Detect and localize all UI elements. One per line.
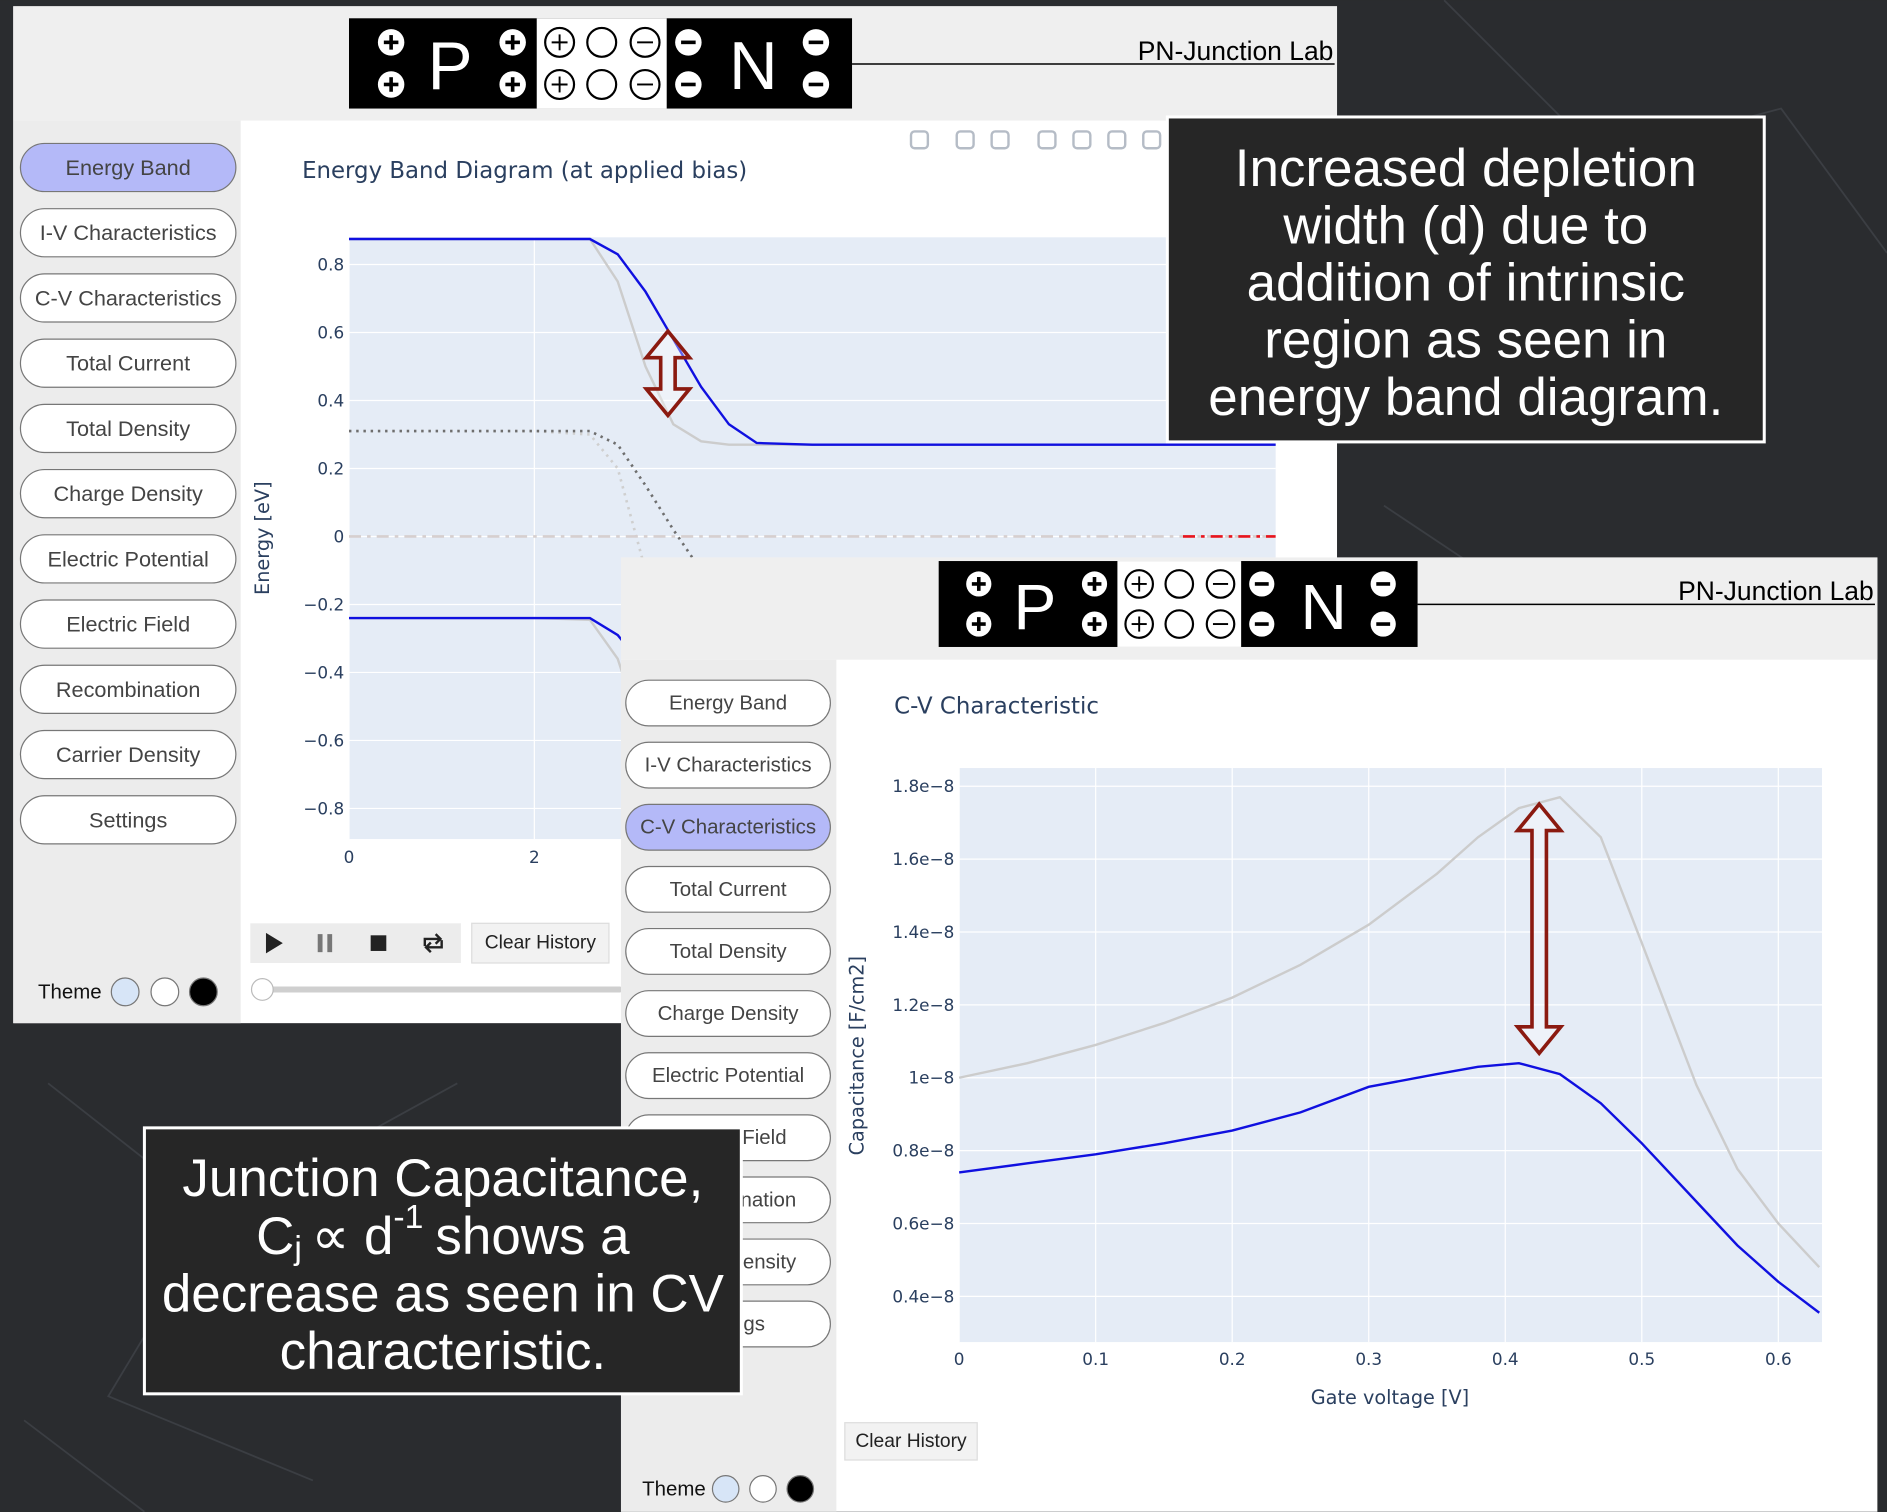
y-tick-label: 0.8 [317, 255, 344, 275]
nav-label: Electric Potential [48, 546, 209, 571]
x-tick-label: 0.2 [1219, 1349, 1246, 1369]
nav-label: Charge Density [54, 481, 203, 506]
y-tick-label: 0.4 [317, 390, 344, 410]
logo-p: P [1014, 571, 1057, 643]
y-tick-label: −0.2 [303, 594, 344, 614]
x-tick-label: 2 [529, 847, 540, 867]
y-tick-label: −0.8 [303, 798, 344, 818]
y-tick-label: 0 [333, 526, 344, 546]
theme-label: Theme [642, 1477, 706, 1500]
plot-area [959, 768, 1822, 1342]
callout-text: characteristic. [280, 1322, 607, 1381]
nav-label: Energy Band [66, 155, 191, 180]
formula-relation: ∝ d [311, 1207, 393, 1266]
theme-label: Theme [38, 980, 102, 1003]
formula-rest: shows a [435, 1207, 630, 1266]
theme-option[interactable] [750, 1476, 776, 1502]
logo-p: P [428, 29, 473, 104]
chart: C-V Characteristic 1.8e−8 1.6e−8 1.4e−8 1.2e… [845, 694, 1822, 1409]
nav-label: C-V Characteristics [35, 285, 222, 310]
nav-label: Energy Band [669, 692, 787, 715]
formula-superscript: -1 [393, 1198, 423, 1235]
theme-option[interactable] [712, 1476, 738, 1502]
nav-label: I-V Characteristics [40, 220, 217, 245]
clear-history-label: Clear History [855, 1431, 967, 1452]
y-tick-label: 1.8e−8 [892, 776, 954, 796]
callout-text: addition of intrinsic [1247, 254, 1685, 313]
screenshot: PN-Junction LabPNEnergy BandI-V Characte… [0, 0, 1887, 1512]
callout-text: Increased depletion [1235, 139, 1697, 198]
y-tick-label: 1.6e−8 [892, 849, 954, 869]
nav-label: Charge Density [658, 1002, 800, 1025]
callout-text: Junction Capacitance, [182, 1149, 703, 1208]
x-tick-label: 0 [954, 1349, 965, 1369]
app-title: PN-Junction Lab [1138, 36, 1334, 66]
formula-symbol: C [256, 1207, 294, 1266]
nav-label: Electric Field [66, 612, 190, 637]
x-tick-label: 0.6 [1765, 1349, 1792, 1369]
y-tick-label: 1.4e−8 [892, 922, 954, 942]
logo: PN [349, 18, 852, 108]
x-tick-label: 0.4 [1492, 1349, 1519, 1369]
y-tick-label: −0.4 [303, 662, 344, 682]
x-tick-label: 0.1 [1082, 1349, 1109, 1369]
nav-label: C-V Characteristics [640, 816, 816, 839]
app-title: PN-Junction Lab [1678, 576, 1874, 606]
x-tick-label: 0.3 [1355, 1349, 1382, 1369]
chart-title: C-V Characteristic [894, 694, 1099, 720]
y-tick-label: 0.8e−8 [892, 1141, 954, 1161]
y-tick-label: 1.2e−8 [892, 995, 954, 1015]
logo: PN [939, 561, 1418, 647]
logo-intrinsic [537, 18, 667, 108]
y-tick-label: 0.6 [317, 323, 344, 343]
theme-option[interactable] [151, 978, 179, 1006]
nav-label: I-V Characteristics [645, 754, 812, 777]
pause-button[interactable] [318, 934, 323, 952]
nav-label: Total Density [66, 416, 190, 441]
y-tick-label: 0.2 [317, 458, 344, 478]
callout-text: decrease as seen in CV [162, 1264, 725, 1323]
slider-handle[interactable] [252, 979, 274, 1001]
logo-n: N [1300, 571, 1346, 643]
theme-option[interactable] [190, 978, 218, 1006]
chart-title: Energy Band Diagram (at applied bias) [302, 158, 747, 184]
y-tick-label: 1e−8 [908, 1068, 954, 1088]
clear-history-label: Clear History [485, 933, 597, 954]
pause-button[interactable] [327, 934, 332, 952]
nav-label: Settings [89, 807, 167, 832]
y-tick-label: −0.6 [303, 730, 344, 750]
callout-formula: Cj ∝ d-1 shows a [256, 1198, 630, 1266]
formula-subscript: j [293, 1230, 301, 1267]
nav-label: Total Current [66, 351, 190, 376]
y-axis-title: Energy [eV] [251, 481, 274, 595]
logo-n: N [729, 29, 778, 104]
callout-text: energy band diagram. [1208, 368, 1723, 427]
y-axis-title: Capacitance [F/cm2] [845, 956, 868, 1155]
theme-option[interactable] [787, 1476, 813, 1502]
x-tick-label: 0 [344, 847, 355, 867]
callout: Junction Capacitance,Cj ∝ d-1 shows adecre… [144, 1128, 741, 1394]
nav-label: Electric Potential [652, 1064, 804, 1087]
callout-text: region as seen in [1264, 311, 1667, 370]
y-tick-label: 0.4e−8 [892, 1286, 954, 1306]
callout-text: width (d) due to [1282, 196, 1648, 255]
nav-label: Total Density [670, 940, 788, 963]
nav-label: Recombination [56, 677, 200, 702]
y-tick-label: 0.6e−8 [892, 1213, 954, 1233]
logo-intrinsic [1117, 561, 1241, 647]
theme-option[interactable] [111, 978, 139, 1006]
stop-button[interactable] [371, 935, 387, 951]
nav-label: Carrier Density [56, 742, 201, 767]
x-axis-title: Gate voltage [V] [1311, 1386, 1469, 1409]
x-tick-label: 0.5 [1628, 1349, 1655, 1369]
nav-label: Total Current [670, 878, 787, 901]
